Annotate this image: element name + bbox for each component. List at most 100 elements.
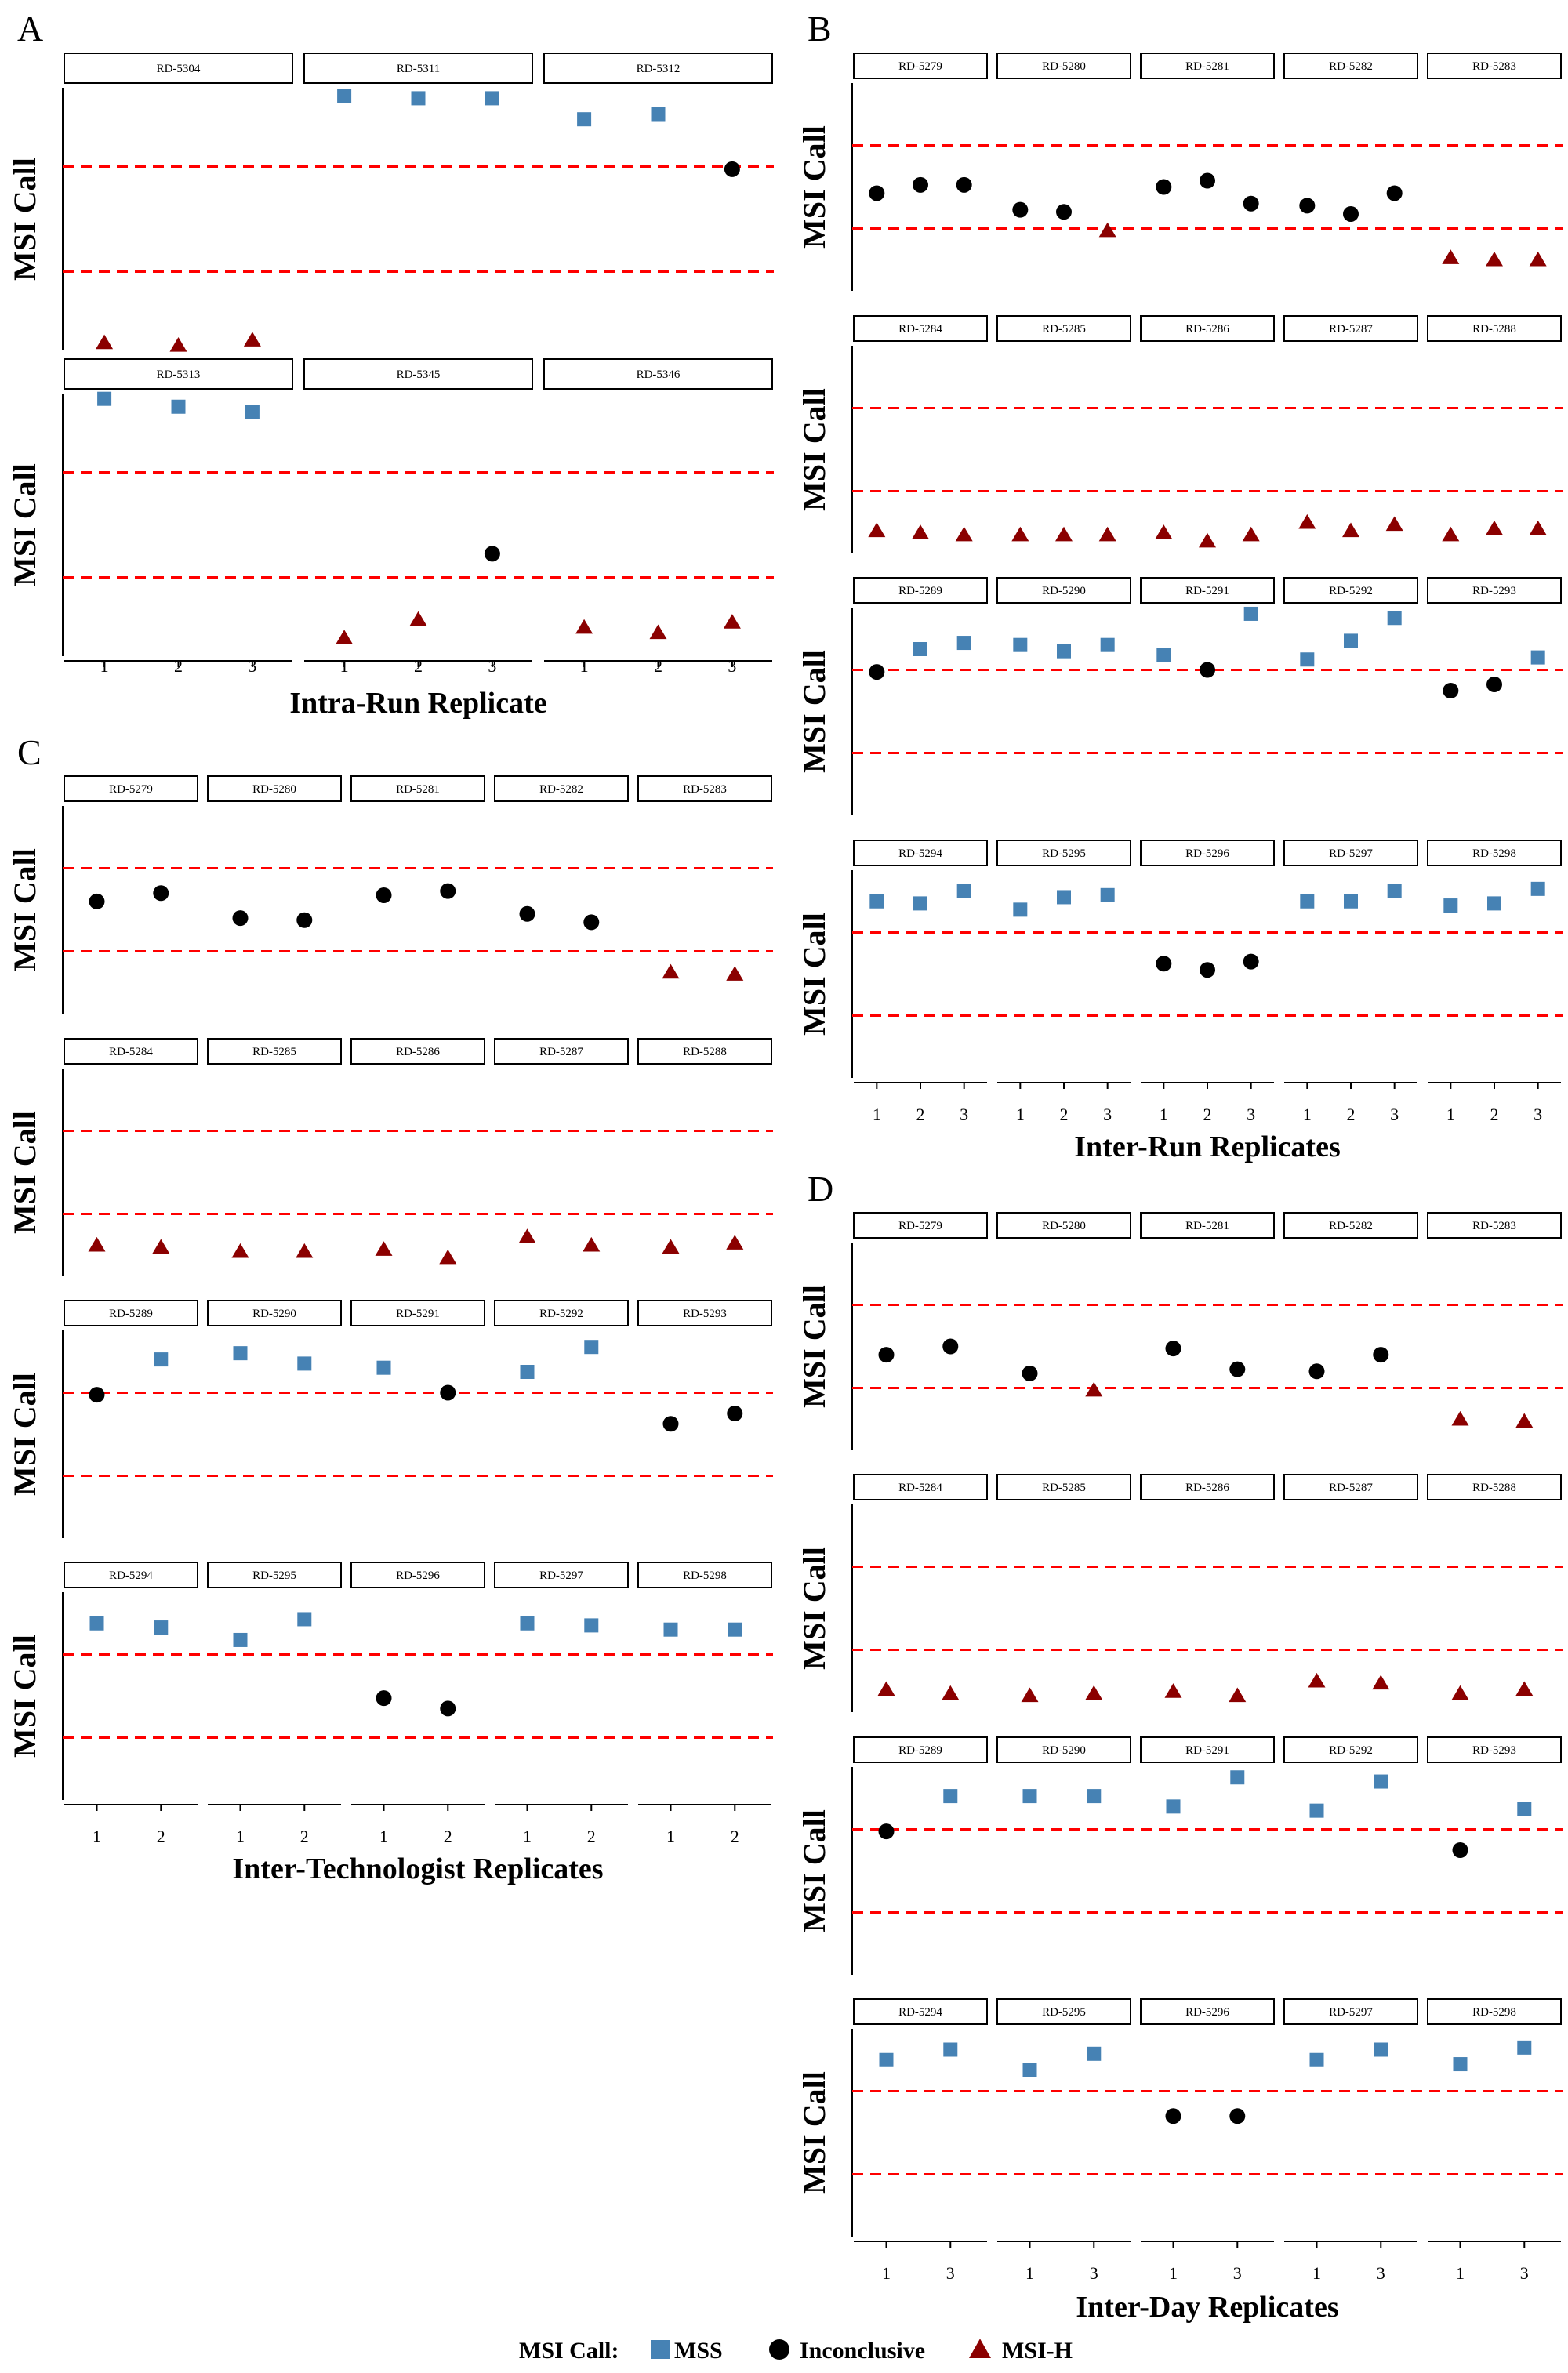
data-point — [1530, 881, 1545, 896]
facet-strip — [207, 1562, 342, 1588]
data-point — [868, 522, 886, 538]
data-point — [878, 1823, 895, 1840]
legend-label: Inconclusive — [800, 2338, 925, 2364]
data-point — [520, 1616, 535, 1631]
data-point — [878, 1347, 895, 1363]
facet-strip — [1140, 840, 1275, 866]
data-point — [243, 332, 261, 347]
data-point — [651, 107, 666, 122]
facet-label: RD-5288 — [1472, 1482, 1516, 1494]
data-point — [726, 966, 744, 981]
facet-strip — [1283, 1212, 1418, 1239]
y-axis-label: MSI Call — [797, 125, 832, 249]
x-tick-label: 2 — [731, 1827, 739, 1846]
x-tick-label: 2 — [587, 1827, 596, 1846]
data-point — [89, 893, 105, 909]
x-tick-label: 2 — [654, 656, 662, 676]
data-point — [869, 894, 884, 909]
data-point — [375, 1241, 393, 1256]
y-axis-label: MSI Call — [797, 650, 832, 773]
facet-label: RD-5285 — [1042, 323, 1086, 336]
facet-label: RD-5297 — [539, 1569, 583, 1582]
data-point — [411, 91, 426, 106]
x-tick-label: 1 — [882, 2263, 891, 2283]
facet-strip — [64, 358, 293, 390]
x-tick-label: 1 — [1016, 1105, 1025, 1124]
facet-strip — [207, 775, 342, 802]
facet-label: RD-5281 — [1185, 1220, 1229, 1232]
facet-label: RD-5287 — [1329, 323, 1373, 336]
data-point — [869, 185, 885, 201]
x-tick-label: 1 — [1303, 1105, 1312, 1124]
facet-strip — [1283, 577, 1418, 604]
data-point — [1098, 222, 1116, 238]
data-point — [1012, 201, 1029, 218]
data-point — [1298, 513, 1316, 529]
facet-label: RD-5286 — [1185, 1482, 1229, 1494]
data-point — [1300, 652, 1315, 667]
data-point — [1486, 677, 1502, 693]
data-point — [409, 611, 427, 626]
data-point — [1515, 1413, 1534, 1428]
y-axis-label: MSI Call — [797, 2071, 832, 2194]
facet-strip — [637, 775, 772, 802]
x-tick-label: 1 — [1025, 2263, 1034, 2283]
data-point — [879, 2052, 894, 2067]
x-axis-title: Inter-Day Replicates — [1076, 2291, 1338, 2324]
data-point — [1486, 520, 1503, 535]
data-point — [1486, 251, 1503, 267]
facet-strip — [996, 1736, 1131, 1763]
x-tick-label: 1 — [666, 1827, 675, 1846]
panel-c: C MSI Call RD-5279 RD-5280 RD-5281 RD-5282 RD-… — [7, 732, 773, 1885]
data-point — [1011, 526, 1029, 542]
facet-strip — [1427, 1998, 1562, 2025]
facet-label: RD-5297 — [1329, 847, 1373, 860]
facet-strip — [637, 1038, 772, 1065]
data-point — [152, 1239, 170, 1254]
facet-label: RD-5290 — [1042, 585, 1086, 597]
data-point — [1055, 526, 1073, 542]
facet-strip — [350, 775, 485, 802]
x-tick-label: 3 — [1520, 2263, 1529, 2283]
facet-label: RD-5279 — [109, 783, 153, 796]
x-tick-label: 2 — [1490, 1105, 1499, 1124]
legend-triangle-icon — [969, 2339, 991, 2359]
data-point — [1056, 204, 1072, 220]
data-point — [584, 1618, 599, 1633]
data-point — [1443, 683, 1459, 698]
data-point — [1199, 532, 1216, 548]
data-point — [376, 1690, 392, 1707]
facet-strip — [207, 1300, 342, 1326]
data-point — [1022, 1365, 1038, 1381]
data-point — [1243, 195, 1259, 212]
data-point — [1200, 962, 1215, 978]
facet-strip — [1283, 53, 1418, 79]
data-point — [662, 1239, 680, 1254]
data-point — [727, 1406, 743, 1421]
data-point — [663, 1622, 678, 1637]
facet-label: RD-5294 — [898, 2006, 942, 2019]
data-point — [1229, 2108, 1246, 2124]
facet-strip — [303, 53, 533, 84]
legend-label: MSI-H — [1002, 2338, 1073, 2364]
data-point — [956, 884, 971, 898]
data-point — [1299, 198, 1316, 214]
data-point — [1515, 1681, 1534, 1696]
data-point — [485, 91, 499, 106]
y-axis-label: MSI Call — [797, 1285, 832, 1408]
data-point — [943, 2042, 958, 2057]
facet-label: RD-5288 — [1472, 323, 1516, 336]
data-point — [956, 636, 971, 651]
data-point — [1022, 1789, 1037, 1804]
facet-label: RD-5285 — [1042, 1482, 1086, 1494]
facet-label: RD-5312 — [637, 63, 681, 75]
data-point — [231, 1243, 249, 1258]
facet-label: RD-5283 — [683, 783, 727, 796]
facet-label: RD-5293 — [683, 1308, 727, 1320]
legend: MSI Call: MSS Inconclusive MSI-H — [519, 2338, 1073, 2364]
facet-strip — [1427, 577, 1562, 604]
x-tick-label: 1 — [340, 656, 349, 676]
facet-label: RD-5282 — [539, 783, 583, 796]
facet-strip — [64, 775, 198, 802]
facet-strip — [1427, 315, 1562, 342]
